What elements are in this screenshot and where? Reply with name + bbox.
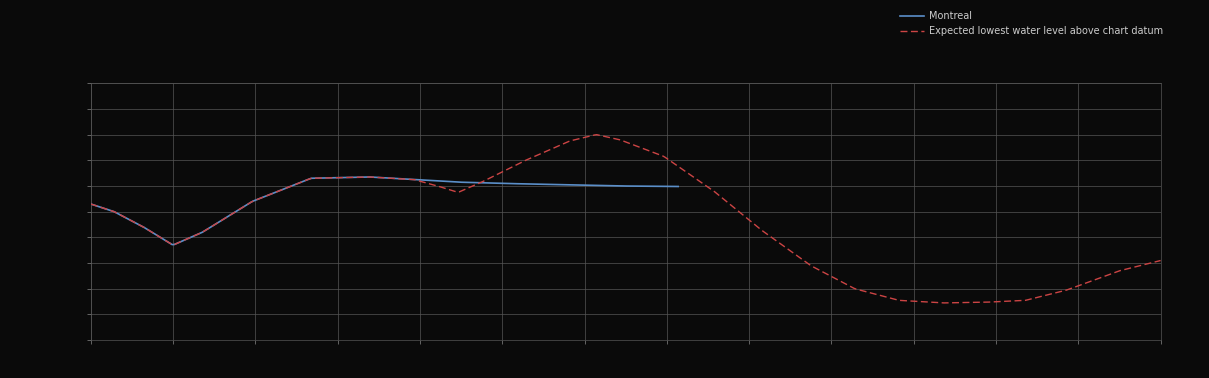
Legend: Montreal, Expected lowest water level above chart datum: Montreal, Expected lowest water level ab… [896, 8, 1167, 40]
